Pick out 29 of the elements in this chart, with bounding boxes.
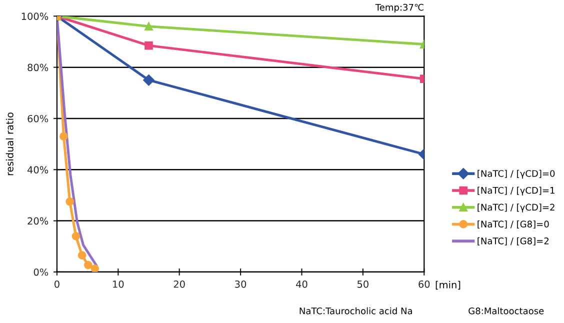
y-tick-label: 80% [28,64,48,72]
legend-label: [NaTC] / [γCD]=1 [478,186,554,196]
legend-label: [NaTC] / [G8]=2 [478,237,548,246]
y-tick-label: 60% [28,114,48,122]
point [78,251,86,260]
y-tick-label: 100% [22,12,48,20]
point [84,260,92,270]
x-tick-label: 50 [358,280,368,288]
point [66,197,74,206]
point [90,264,100,272]
text: G8:Maltooctaose [468,307,544,314]
x-tick-label: 40 [296,280,308,288]
y-axis-title: residual ratio [6,112,14,176]
y-tick-label: 20% [28,217,48,225]
legend-label: [NaTC] / [γCD]=2 [478,204,554,212]
y-tick-label: 40% [27,166,48,174]
legend-label: [NaTC] / [G8]=0 [478,220,549,229]
text: NaTC:Taurocholic acid Na [300,307,412,314]
x-tick-label: 30 [235,280,246,288]
point [60,132,68,141]
x-tick-label: 0 [54,280,60,288]
x-tick-label: 20 [174,280,185,288]
x-axis-title: [min] [436,280,460,290]
y-tick-label: 0% [34,268,48,276]
x-tick-label: 10 [113,280,124,288]
point [72,232,80,240]
x-tick-label: 60 [418,280,430,288]
legend-label: [NaTC] / [γCD]=0 [478,170,555,179]
text: Temp:37℃ [375,4,424,12]
